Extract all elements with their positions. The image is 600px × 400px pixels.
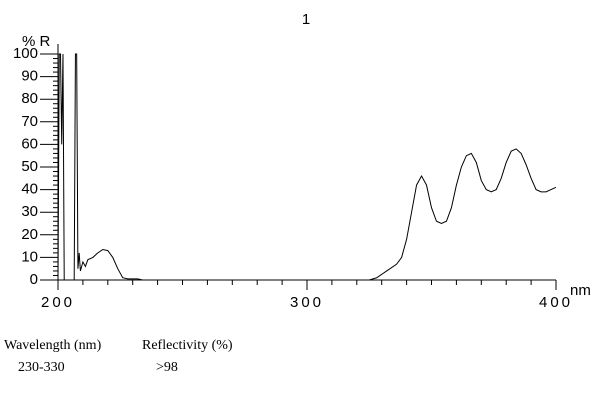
y-axis-label: % R bbox=[22, 33, 51, 50]
y-tick-label: 40 bbox=[21, 181, 38, 198]
x-tick-label: 200 bbox=[41, 294, 75, 311]
table-header: Reflectivity (%) bbox=[142, 338, 233, 353]
spectrum-line bbox=[57, 53, 557, 281]
y-tick-label: 20 bbox=[21, 226, 38, 243]
y-tick-label: 0 bbox=[30, 271, 38, 288]
y-tick-label: 50 bbox=[21, 158, 38, 175]
table-cell: 230-330 bbox=[18, 360, 65, 375]
y-tick-label: 10 bbox=[21, 248, 38, 265]
x-tick-label: 300 bbox=[290, 294, 324, 311]
y-tick-label: 100 bbox=[13, 45, 38, 62]
table-cell: >98 bbox=[156, 360, 178, 375]
x-axis-label: nm bbox=[570, 282, 591, 299]
y-tick-label: 70 bbox=[21, 113, 38, 130]
y-tick-label: 60 bbox=[21, 135, 38, 152]
y-tick-label: 80 bbox=[21, 90, 38, 107]
y-tick-label: 90 bbox=[21, 68, 38, 85]
chart-title: 1 bbox=[302, 11, 310, 28]
y-tick-label: 30 bbox=[21, 203, 38, 220]
table-header: Wavelength (nm) bbox=[4, 338, 102, 353]
x-tick-label: 400 bbox=[539, 294, 573, 311]
